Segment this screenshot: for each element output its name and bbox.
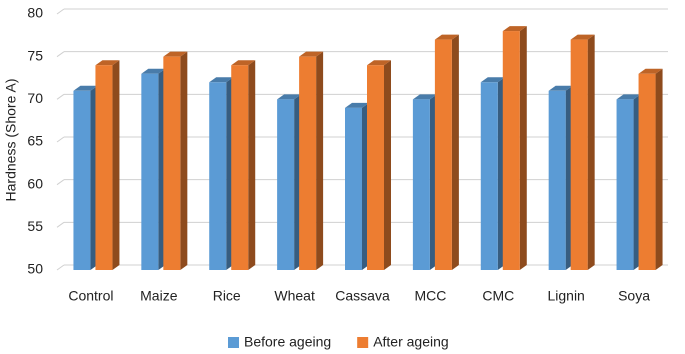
bar: [163, 56, 181, 270]
x-tick-label: Wheat: [274, 288, 315, 304]
legend-swatch: [228, 337, 239, 348]
bar-top: [616, 94, 641, 100]
y-tick-label: 80: [27, 5, 43, 21]
bar-top: [277, 94, 302, 100]
bar-side: [384, 60, 391, 271]
bar-side: [451, 34, 459, 270]
bar-top: [480, 77, 505, 83]
bar-top: [163, 51, 188, 57]
y-axis-title: Hardness (Shore A): [3, 79, 19, 202]
bar-top: [73, 85, 98, 91]
legend-label: Before ageing: [244, 334, 331, 350]
bar-top: [638, 68, 663, 74]
grid-line-side: [56, 136, 65, 143]
bar-side: [587, 34, 595, 270]
legend-swatch: [357, 337, 369, 348]
bar-top: [367, 60, 391, 66]
bar: [73, 90, 91, 270]
grid-line-side: [56, 264, 65, 271]
x-tick-label: Cassava: [335, 288, 390, 304]
x-tick-label: MCC: [414, 288, 446, 304]
bar: [299, 56, 317, 270]
x-tick-label: Lignin: [547, 288, 584, 304]
bar-top: [209, 77, 234, 83]
bar-top: [412, 94, 437, 100]
bar-top: [299, 51, 324, 57]
bar-side: [655, 68, 663, 270]
grid-line-side: [56, 93, 65, 100]
bar-top: [570, 34, 595, 40]
bar: [345, 107, 362, 270]
bar: [367, 65, 384, 270]
y-tick-label: 55: [27, 218, 43, 234]
bar-side: [180, 51, 188, 270]
y-tick-label: 70: [27, 90, 43, 106]
bar: [548, 90, 566, 270]
x-tick-label: Rice: [213, 288, 241, 304]
bar-top: [502, 26, 527, 32]
grid-line-side: [56, 51, 65, 58]
bar: [209, 82, 227, 271]
bar: [638, 73, 656, 270]
bar: [434, 39, 452, 270]
y-tick-label: 50: [27, 261, 43, 277]
bar-top: [95, 60, 120, 66]
bar-top: [548, 85, 573, 91]
grid-line-side: [56, 221, 65, 228]
legend-label: After ageing: [373, 334, 449, 350]
bar-top: [434, 34, 459, 40]
bar-side: [316, 51, 324, 270]
bar: [231, 65, 249, 270]
bar: [95, 65, 113, 270]
x-tick-label: Maize: [140, 288, 178, 304]
bar-top: [231, 60, 256, 66]
y-tick-label: 65: [27, 133, 43, 149]
y-tick-label: 60: [27, 175, 43, 191]
bar: [616, 99, 634, 270]
bar: [412, 99, 430, 270]
x-tick-label: CMC: [482, 288, 514, 304]
bar: [502, 31, 520, 270]
bar: [277, 99, 295, 270]
bar-top: [345, 102, 369, 108]
x-tick-label: Control: [68, 288, 113, 304]
bar-side: [248, 60, 256, 271]
grid-line-side: [56, 179, 65, 186]
x-tick-label: Soya: [618, 288, 650, 304]
grid-line-side: [56, 8, 65, 15]
bar-side: [112, 60, 120, 271]
bar: [141, 73, 159, 270]
bar-side: [519, 26, 527, 271]
bar-top: [141, 68, 166, 74]
bar: [570, 39, 588, 270]
y-tick-label: 75: [27, 47, 43, 63]
bar: [480, 82, 498, 271]
